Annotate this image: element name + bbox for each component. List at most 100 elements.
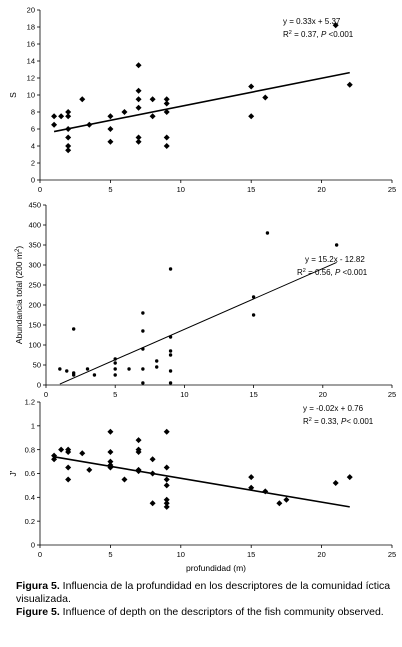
y-tick-label: 1.2	[25, 398, 35, 407]
x-tick-label: 15	[247, 185, 255, 194]
data-point	[65, 143, 72, 149]
y-tick-label: 300	[28, 261, 41, 270]
y-tick-label: 6	[31, 125, 35, 134]
y-axis-label: J'	[8, 470, 18, 476]
x-tick-label: 20	[317, 185, 325, 194]
y-axis-label: Abundancia total (200 m2)	[14, 246, 24, 345]
trendline	[53, 456, 350, 508]
trendline	[53, 71, 350, 133]
data-point	[65, 369, 69, 373]
data-point	[283, 496, 290, 503]
data-point	[141, 311, 145, 315]
x-tick-label: 5	[108, 550, 112, 559]
y-tick-label: 0	[37, 381, 41, 390]
x-tick-label: 5	[108, 185, 112, 194]
chart-evenness: 0 0.2 0.4 0.6 0.8 1 1.2 0 5 10 15 20 25 J' profundidad…	[8, 398, 396, 573]
data-point	[107, 464, 114, 471]
data-point	[71, 327, 76, 331]
data-point	[163, 503, 170, 510]
data-point	[135, 138, 142, 145]
y-tick-label: 0.2	[25, 517, 35, 526]
x-axis-label: profundidad (m)	[186, 563, 246, 573]
x-tick-label: 10	[177, 550, 185, 559]
caption-spanish-text: Influencia de la profundidad en los desc…	[16, 580, 391, 605]
data-point	[251, 295, 256, 299]
x-tick-label: 20	[319, 390, 327, 399]
data-point	[163, 143, 170, 149]
data-point	[51, 456, 58, 463]
data-point	[65, 109, 72, 115]
data-point	[121, 109, 128, 115]
data-point	[346, 81, 353, 88]
y-tick-label: 200	[28, 301, 41, 310]
data-point	[149, 96, 156, 103]
data-point	[113, 367, 117, 371]
data-point	[163, 482, 170, 489]
data-point	[51, 113, 58, 120]
data-point	[149, 456, 156, 463]
data-point	[51, 452, 58, 459]
y-tick-label: 0.4	[25, 493, 35, 502]
y-tick-label: 250	[28, 281, 41, 290]
data-point	[107, 428, 114, 435]
data-point	[135, 87, 142, 94]
data-point	[251, 313, 256, 317]
data-point	[135, 437, 142, 444]
x-tick-label: 10	[177, 185, 185, 194]
y-tick-label: 0	[31, 176, 35, 185]
data-point	[141, 329, 145, 333]
data-point	[65, 147, 72, 154]
data-point	[149, 470, 156, 477]
data-point	[107, 449, 114, 456]
data-point	[248, 474, 255, 481]
caption-spanish-label: Figura 5.	[16, 580, 60, 592]
data-point	[276, 500, 283, 507]
data-point	[168, 267, 173, 271]
regression-stats: R2 = 0.56, P <0.001	[297, 268, 368, 277]
y-tick-label: 20	[27, 6, 35, 15]
data-point	[334, 243, 339, 247]
data-point	[58, 113, 65, 120]
regression-equation: y = 0.33x + 5.37	[283, 17, 341, 26]
x-tick-label: 0	[38, 185, 42, 194]
data-point	[135, 104, 142, 111]
data-point	[121, 476, 128, 483]
y-tick-label: 8	[31, 108, 35, 117]
x-tick-label: 20	[317, 550, 325, 559]
y-tick-label: 18	[27, 23, 35, 32]
data-point	[265, 231, 270, 235]
caption-english: Figure 5. Influence of depth on the desc…	[16, 606, 396, 619]
y-tick-label: 1	[31, 421, 35, 430]
data-point	[58, 446, 65, 453]
data-point	[135, 449, 142, 456]
chart-species-richness: 0 2 4 6 8 10 12 14 16 18 20 0 5 10 15 20 25 Sy = 0.33x + …	[8, 6, 396, 194]
data-point	[79, 450, 86, 457]
data-point	[332, 22, 339, 29]
y-tick-label: 150	[28, 321, 41, 330]
y-tick-label: 400	[28, 221, 41, 230]
data-point	[262, 488, 269, 495]
caption-english-label: Figure 5.	[16, 606, 60, 618]
data-point	[85, 367, 90, 371]
data-point	[92, 373, 97, 377]
data-point	[113, 373, 117, 377]
data-point	[65, 476, 72, 483]
data-point	[163, 109, 170, 115]
data-point	[107, 126, 114, 132]
data-point	[163, 96, 170, 103]
data-point	[149, 500, 156, 507]
data-point	[58, 367, 62, 371]
data-point	[141, 367, 145, 371]
data-point	[51, 121, 58, 128]
data-point	[107, 113, 114, 120]
y-tick-label: 0	[31, 541, 35, 550]
data-point	[141, 347, 145, 351]
data-point	[168, 381, 173, 385]
data-point	[346, 474, 353, 481]
data-point	[163, 476, 170, 483]
regression-stats: R2 = 0.33, P< 0.001	[303, 417, 374, 426]
data-point	[168, 353, 173, 357]
trendline	[59, 261, 337, 385]
data-point	[107, 458, 114, 465]
